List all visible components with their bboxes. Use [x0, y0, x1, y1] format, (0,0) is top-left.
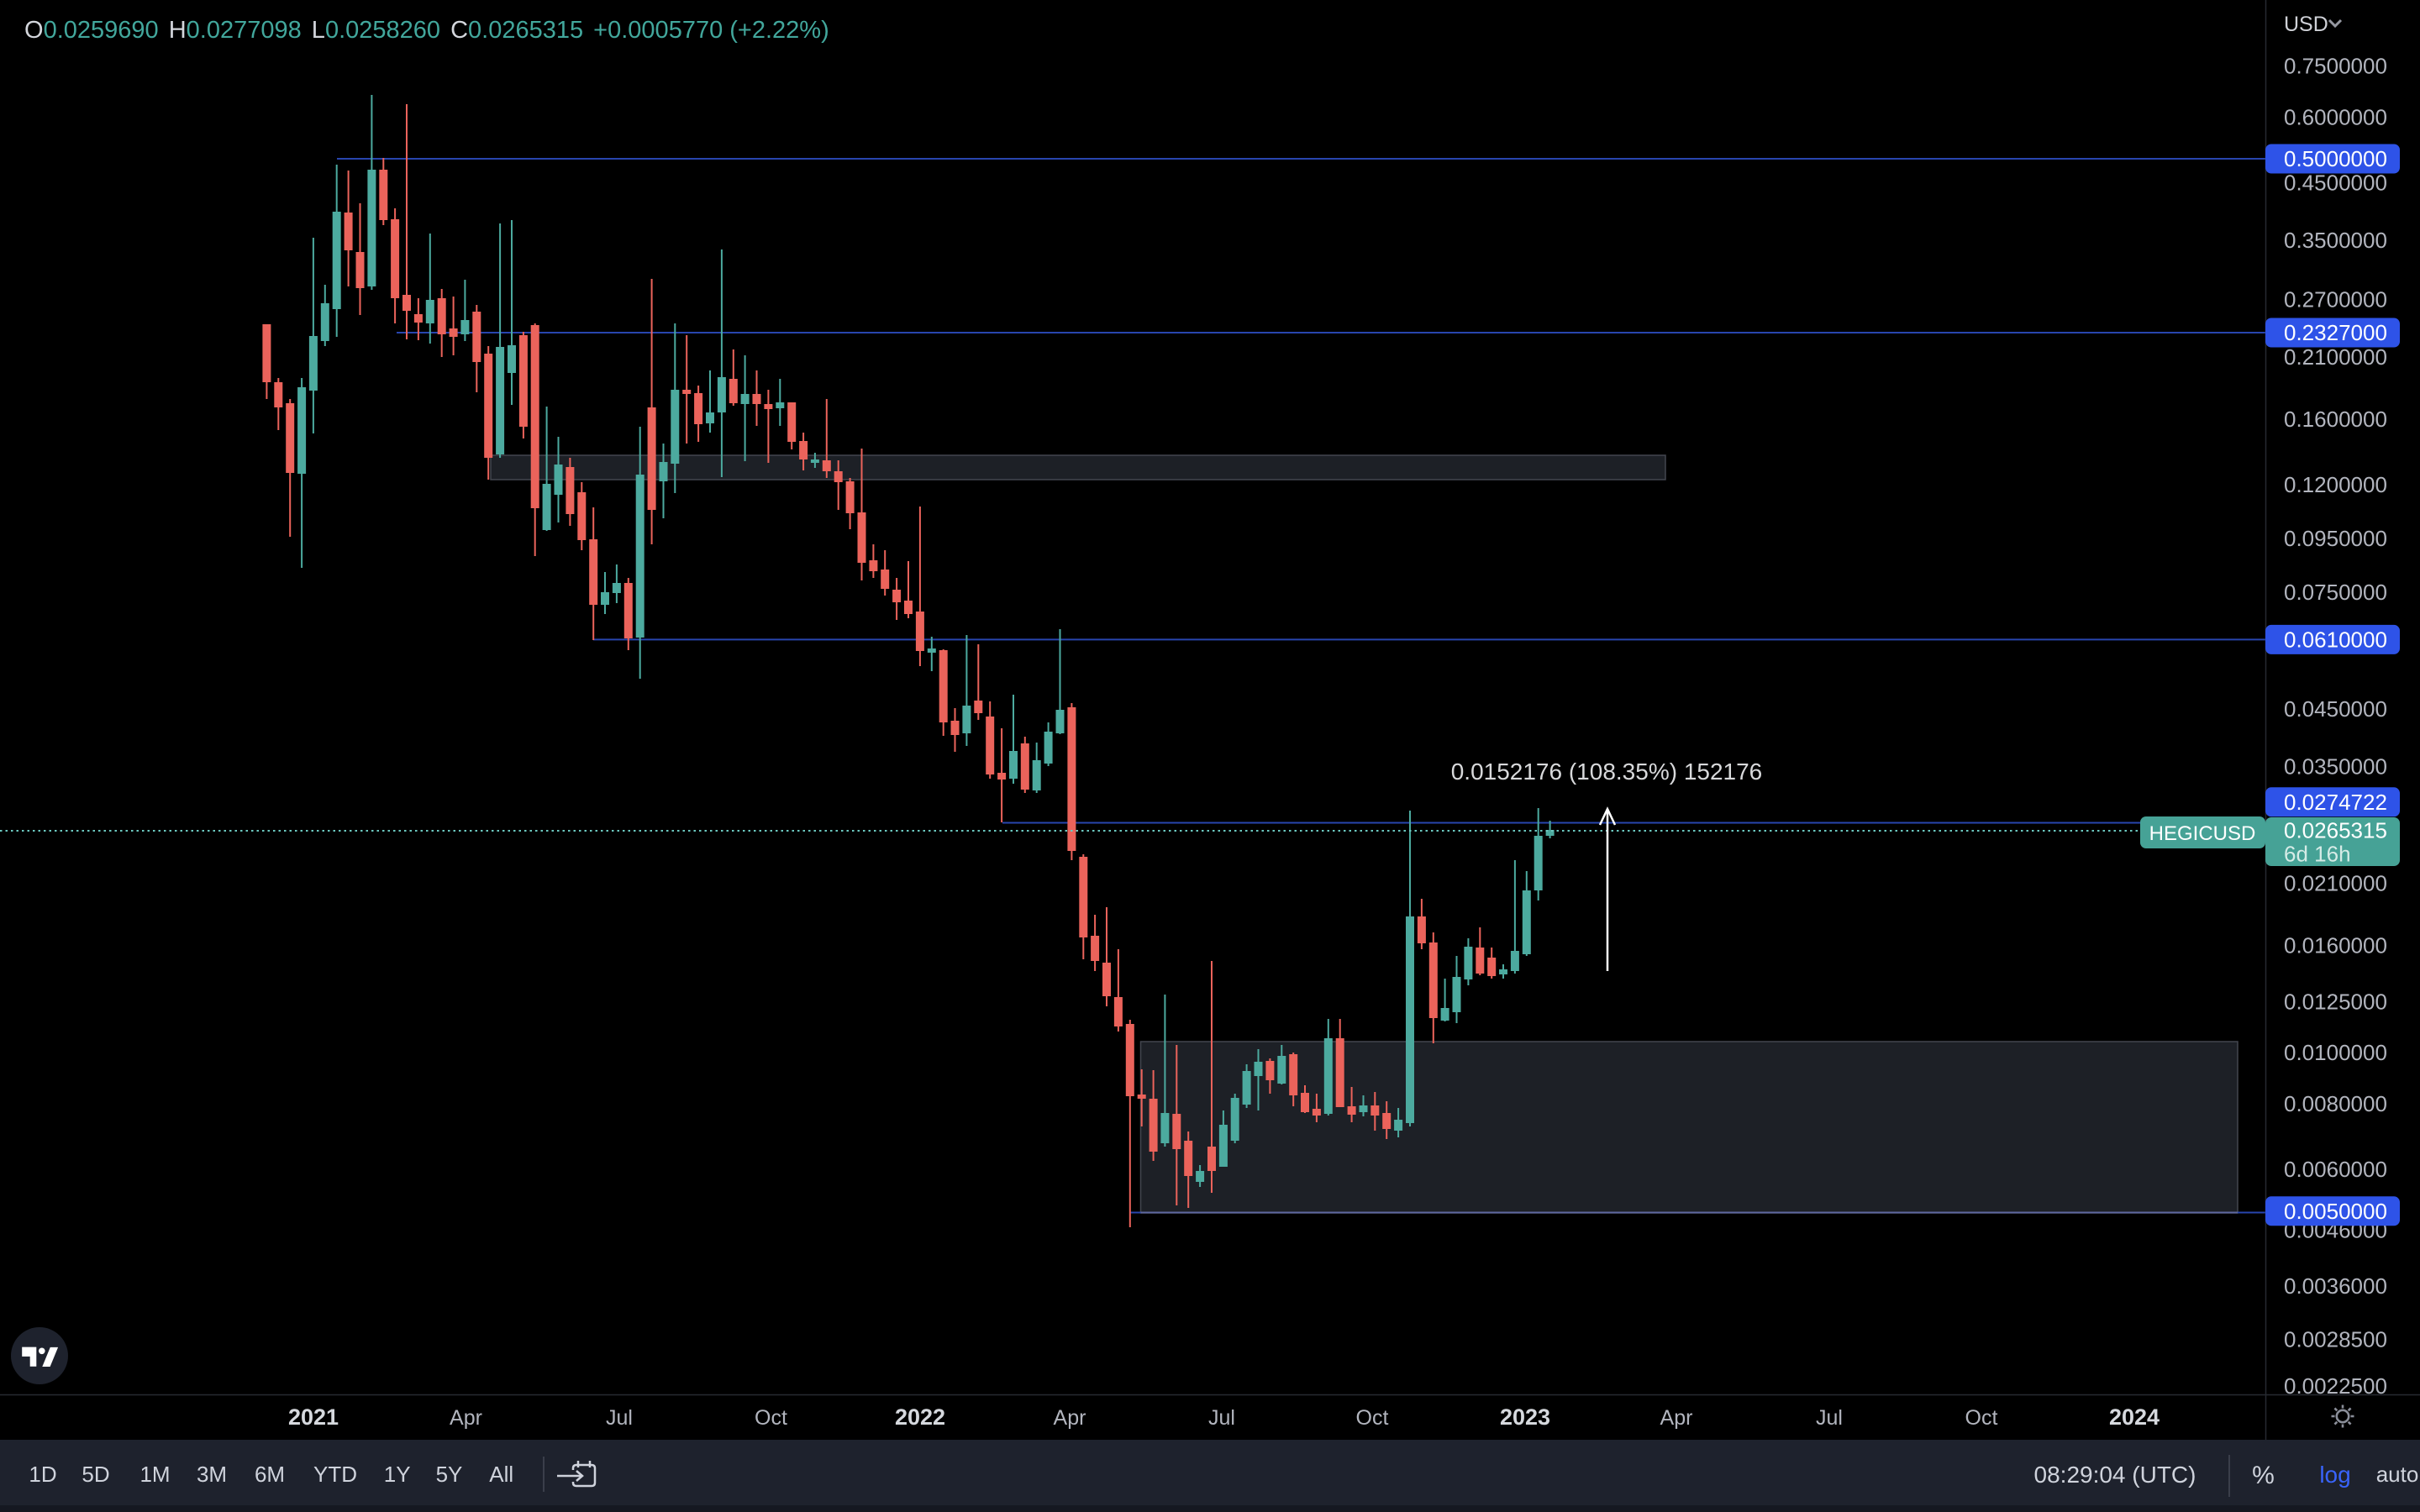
svg-text:Oct: Oct	[1965, 1406, 1998, 1430]
svg-text:0.0060000: 0.0060000	[2284, 1157, 2387, 1182]
svg-text:Apr: Apr	[1054, 1406, 1086, 1430]
svg-text:0.0050000: 0.0050000	[2284, 1199, 2387, 1224]
svg-text:1Y: 1Y	[384, 1462, 411, 1487]
svg-text:0.3500000: 0.3500000	[2284, 228, 2387, 253]
svg-text:O0.0259690 H0.0277098 L0.02582: O0.0259690 H0.0277098 L0.0258260 C0.0265…	[24, 17, 829, 44]
svg-text:Apr: Apr	[1660, 1406, 1693, 1430]
svg-text:0.0610000: 0.0610000	[2284, 627, 2387, 652]
svg-text:1M: 1M	[139, 1462, 170, 1487]
svg-text:All: All	[489, 1462, 513, 1487]
svg-text:2021: 2021	[288, 1404, 339, 1430]
svg-text:Jul: Jul	[1208, 1406, 1235, 1430]
svg-text:%: %	[2252, 1462, 2275, 1489]
svg-text:Jul: Jul	[606, 1406, 633, 1430]
svg-text:YTD: YTD	[313, 1462, 357, 1487]
svg-text:0.1600000: 0.1600000	[2284, 407, 2387, 432]
svg-text:0.0152176 (108.35%) 152176: 0.0152176 (108.35%) 152176	[1451, 759, 1763, 785]
svg-text:0.2700000: 0.2700000	[2284, 287, 2387, 312]
svg-text:0.0265315: 0.0265315	[2284, 818, 2387, 843]
svg-text:0.0028500: 0.0028500	[2284, 1327, 2387, 1352]
svg-text:0.0210000: 0.0210000	[2284, 870, 2387, 895]
svg-text:0.0750000: 0.0750000	[2284, 580, 2387, 605]
svg-text:5D: 5D	[82, 1462, 109, 1487]
svg-text:0.0022500: 0.0022500	[2284, 1373, 2387, 1399]
svg-text:Oct: Oct	[1356, 1406, 1389, 1430]
svg-text:0.7500000: 0.7500000	[2284, 54, 2387, 79]
svg-text:0.0274722: 0.0274722	[2284, 790, 2387, 815]
svg-text:0.4500000: 0.4500000	[2284, 171, 2387, 196]
svg-text:0.2100000: 0.2100000	[2284, 344, 2387, 370]
svg-text:6d 16h: 6d 16h	[2284, 842, 2351, 867]
svg-text:0.6000000: 0.6000000	[2284, 104, 2387, 129]
svg-text:auto: auto	[2376, 1462, 2419, 1487]
svg-text:0.0080000: 0.0080000	[2284, 1091, 2387, 1116]
svg-text:0.0036000: 0.0036000	[2284, 1273, 2387, 1299]
svg-text:6M: 6M	[255, 1462, 285, 1487]
svg-text:USD: USD	[2284, 13, 2328, 36]
svg-text:Apr: Apr	[450, 1406, 482, 1430]
svg-text:0.0350000: 0.0350000	[2284, 753, 2387, 779]
svg-text:0.0450000: 0.0450000	[2284, 696, 2387, 722]
svg-text:0.0125000: 0.0125000	[2284, 990, 2387, 1015]
svg-text:1D: 1D	[29, 1462, 56, 1487]
svg-text:5Y: 5Y	[436, 1462, 463, 1487]
svg-text:0.0160000: 0.0160000	[2284, 932, 2387, 958]
svg-text:0.2327000: 0.2327000	[2284, 320, 2387, 345]
svg-text:2024: 2024	[2109, 1404, 2160, 1430]
svg-text:log: log	[2319, 1462, 2350, 1488]
svg-text:Jul: Jul	[1816, 1406, 1843, 1430]
svg-text:HEGICUSD: HEGICUSD	[2149, 822, 2256, 845]
svg-text:0.0100000: 0.0100000	[2284, 1040, 2387, 1065]
svg-text:0.5000000: 0.5000000	[2284, 146, 2387, 171]
svg-text:2023: 2023	[1500, 1404, 1550, 1430]
svg-text:08:29:04 (UTC): 08:29:04 (UTC)	[2034, 1462, 2196, 1488]
svg-text:0.0950000: 0.0950000	[2284, 526, 2387, 551]
svg-text:0.1200000: 0.1200000	[2284, 472, 2387, 497]
svg-text:3M: 3M	[197, 1462, 227, 1487]
svg-text:2022: 2022	[895, 1404, 945, 1430]
svg-text:Oct: Oct	[755, 1406, 787, 1430]
